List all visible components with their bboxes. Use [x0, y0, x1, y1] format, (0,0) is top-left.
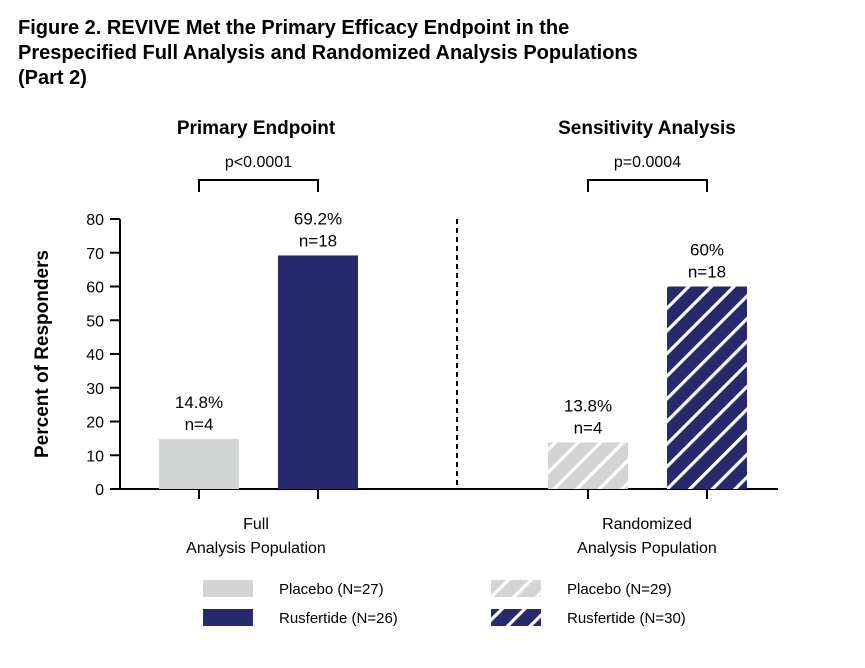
data-label-n: n=4 [185, 415, 214, 434]
significance-bracket [198, 179, 319, 192]
y-tick-label: 70 [86, 246, 104, 263]
y-tick-label: 40 [86, 347, 104, 364]
y-tick-label: 0 [95, 482, 104, 499]
y-tick-label: 20 [86, 415, 104, 432]
data-label-percent: 69.2% [294, 209, 342, 228]
legend-swatch-rusfertide-hatched [491, 609, 541, 626]
y-tick-label: 60 [86, 280, 104, 297]
p-value-label: p<0.0001 [225, 154, 292, 171]
bar-placebo-hatched [548, 442, 628, 489]
y-tick-label: 10 [86, 448, 104, 465]
legend-swatch-rusfertide-solid [203, 609, 253, 626]
y-tick-label: 50 [86, 313, 104, 330]
panel-title: Sensitivity Analysis [558, 118, 736, 139]
category-label: Full [243, 516, 269, 533]
category-label: Analysis Population [186, 540, 326, 557]
figure-title-line-3: (Part 2) [18, 67, 87, 89]
bar-placebo-solid [159, 439, 239, 489]
significance-bracket [587, 179, 708, 192]
data-label-n: n=18 [688, 263, 726, 282]
panel-title: Primary Endpoint [177, 118, 336, 139]
y-tick-label: 80 [86, 212, 104, 229]
legend-label: Placebo (N=27) [279, 581, 384, 598]
data-label-n: n=18 [299, 231, 337, 250]
data-label-n: n=4 [574, 418, 603, 437]
data-label-percent: 60% [690, 241, 724, 260]
figure-title-line-1: Figure 2. REVIVE Met the Primary Efficac… [18, 17, 570, 39]
legend-label: Placebo (N=29) [567, 581, 672, 598]
p-value-label: p=0.0004 [614, 154, 681, 171]
figure-title-line-2: Prespecified Full Analysis and Randomize… [18, 42, 638, 64]
category-label: Analysis Population [577, 540, 717, 557]
legend-label: Rusfertide (N=26) [279, 610, 398, 627]
legend-swatch-placebo-solid [203, 580, 253, 597]
legend-swatch-placebo-hatched [491, 580, 541, 597]
y-axis-label: Percent of Responders [32, 250, 53, 458]
bar-rusfertide-solid [278, 255, 358, 489]
figure-title: Figure 2. REVIVE Met the Primary Efficac… [18, 16, 848, 91]
data-label-percent: 13.8% [564, 396, 612, 415]
bar-rusfertide-hatched [667, 286, 747, 489]
data-label-percent: 14.8% [175, 393, 223, 412]
category-label: Randomized [602, 516, 692, 533]
y-tick-label: 30 [86, 381, 104, 398]
legend-label: Rusfertide (N=30) [567, 610, 686, 627]
